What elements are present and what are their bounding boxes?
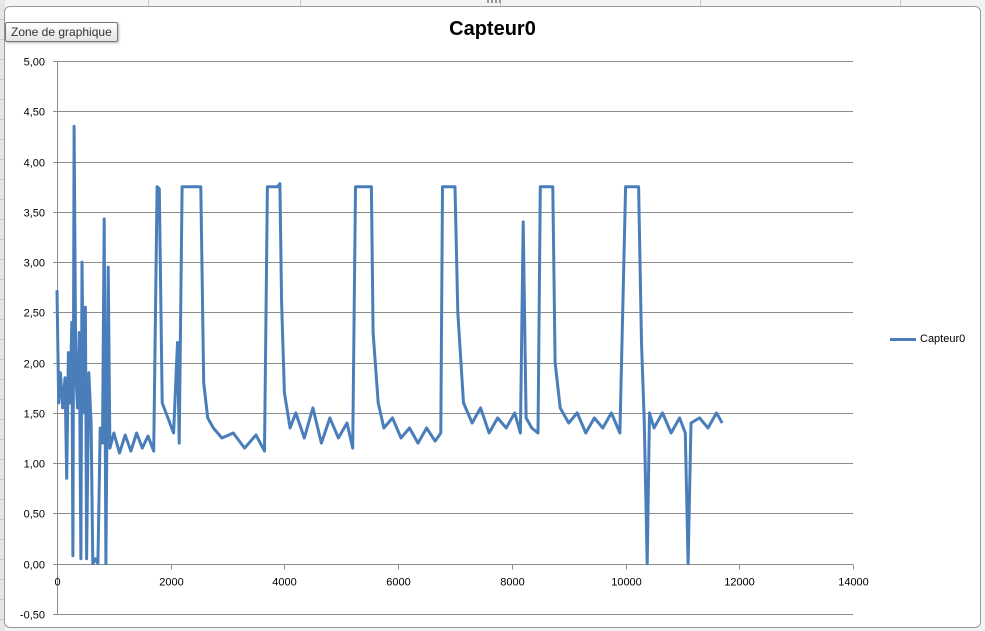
y-tick-label: 4,50 bbox=[24, 107, 45, 119]
column-divider bbox=[500, 0, 501, 6]
resize-handle[interactable] bbox=[487, 0, 501, 3]
y-tick-label: 1,00 bbox=[24, 459, 45, 471]
gridlines bbox=[57, 61, 853, 615]
series-layer bbox=[55, 124, 724, 566]
y-tick-label: 3,50 bbox=[24, 208, 45, 220]
y-tick-label: -0,50 bbox=[20, 610, 45, 622]
column-divider bbox=[300, 0, 301, 6]
x-tick-label: 2000 bbox=[159, 577, 183, 589]
legend[interactable]: Capteur0 bbox=[890, 331, 965, 347]
legend-swatch bbox=[890, 337, 916, 341]
y-tick-label: 2,00 bbox=[24, 359, 45, 371]
x-tick-label: 8000 bbox=[500, 577, 524, 589]
x-tick-label: 14000 bbox=[838, 577, 869, 589]
x-tick-label: 10000 bbox=[611, 577, 642, 589]
x-tick-label: 0 bbox=[54, 577, 60, 589]
legend-label-capteur0: Capteur0 bbox=[920, 333, 966, 345]
y-tick-label: 2,50 bbox=[24, 308, 45, 320]
x-tick-label: 4000 bbox=[272, 577, 296, 589]
y-tick-label: 1,50 bbox=[24, 409, 45, 421]
y-tick-label: 0,00 bbox=[24, 560, 45, 572]
y-tick-label: 4,00 bbox=[24, 158, 45, 170]
chart-title[interactable]: Capteur0 bbox=[449, 18, 536, 40]
x-tick-label: 12000 bbox=[724, 577, 755, 589]
chart-area[interactable] bbox=[4, 6, 981, 628]
axes bbox=[57, 61, 853, 614]
column-divider bbox=[148, 0, 149, 6]
y-tick-label: 0,50 bbox=[24, 509, 45, 521]
column-divider bbox=[700, 0, 701, 6]
y-axis-ticks: -0,50 0,00 0,50 1,00 1,50 2,00 2,50 3,00 3,50 4,0… bbox=[20, 57, 57, 622]
y-tick-label: 3,00 bbox=[24, 258, 45, 270]
x-tick-label: 6000 bbox=[386, 577, 410, 589]
y-tick-label: 5,00 bbox=[24, 57, 45, 69]
row-headers-strip bbox=[0, 0, 5, 631]
series-line-capteur0 bbox=[55, 124, 724, 566]
chart-area-tooltip: Zone de graphique bbox=[5, 22, 118, 42]
column-divider bbox=[900, 0, 901, 6]
x-axis-ticks: 0 2000 4000 6000 8000 10000 12000 14000 bbox=[54, 564, 869, 589]
